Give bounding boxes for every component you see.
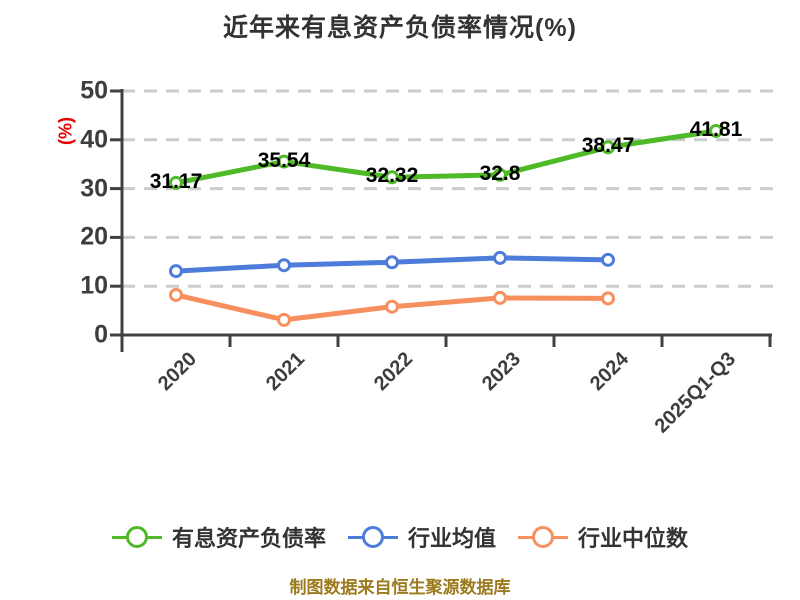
y-tick-label: 0 [94,320,108,349]
legend-item-industry-average[interactable]: 行业均值 [347,521,496,553]
y-tick-label: 40 [80,125,108,154]
legend: 有息资产负债率 行业均值 行业中位数 [0,515,800,559]
data-label: 35.54 [257,148,311,172]
industry-average-legend-marker-icon [347,526,398,548]
debt-ratio-line [173,128,719,186]
debt-ratio-legend-marker-icon [111,526,162,548]
legend-label: 有息资产负债率 [171,526,326,551]
y-tick-label: 50 [80,76,108,105]
debt-ratio-point [169,175,183,190]
industry-median-point [169,287,183,302]
y-tick-label: 10 [80,271,108,300]
industry-median-point [493,290,507,305]
debt-ratio-point [601,140,615,155]
industry-average-point [601,252,615,267]
industry-median-point [385,299,399,314]
industry-average-point [169,264,183,279]
debt-ratio-point [385,170,399,185]
y-tick-label: 30 [80,174,108,203]
data-label: 32.8 [479,161,521,185]
debt-ratio-point [277,154,291,169]
industry-average-point [277,258,291,273]
legend-label: 行业中位数 [578,526,689,551]
legend-item-debt-ratio[interactable]: 有息资产负债率 [111,521,326,553]
legend-item-industry-median[interactable]: 行业中位数 [518,521,688,553]
data-label: 41.81 [689,117,743,141]
industry-median-point [601,291,615,306]
industry-average-point [493,250,507,265]
y-tick-label: 20 [80,222,108,251]
plot-area [110,89,778,352]
debt-ratio-point [493,167,507,182]
industry-average-point [385,255,399,270]
debt-ratio-point [709,123,723,138]
industry-median-legend-marker-icon [518,526,568,548]
data-label: 32.32 [365,164,419,188]
industry-median-point [277,312,291,327]
data-label: 38.47 [581,134,635,158]
chart-title: 近年来有息资产负债率情况(%) [223,14,577,42]
data-label: 31.17 [149,169,203,193]
legend-label: 行业均值 [407,526,496,551]
source-note: 制图数据来自恒生聚源数据库 [289,578,511,597]
